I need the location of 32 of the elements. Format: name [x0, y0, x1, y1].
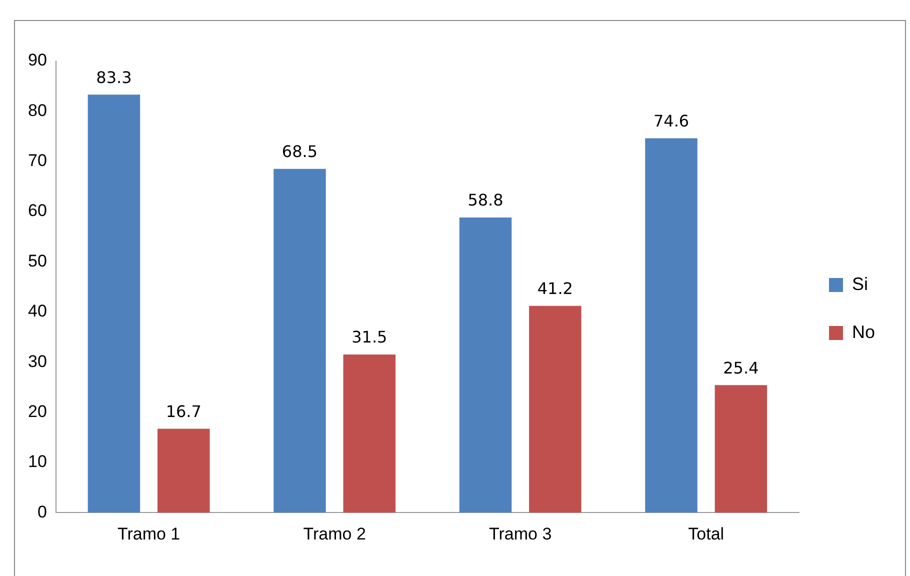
bar — [158, 428, 210, 513]
x-tick-label: Total — [688, 524, 724, 544]
data-label: 83.3 — [96, 68, 132, 87]
y-tick-label: 10 — [28, 452, 47, 472]
y-tick-label: 80 — [28, 100, 47, 120]
data-label: 25.4 — [723, 358, 759, 378]
data-label: 58.8 — [468, 190, 504, 210]
y-tick-label: 20 — [28, 402, 47, 421]
bar — [343, 354, 396, 513]
y-tick-label: 70 — [28, 151, 47, 170]
data-label: 41.2 — [537, 279, 573, 298]
y-tick-label: 40 — [28, 302, 47, 321]
bar — [88, 94, 140, 513]
y-tick-label: 60 — [28, 201, 47, 220]
x-tick-label: Tramo 2 — [303, 524, 366, 544]
y-tick-label: 90 — [28, 50, 47, 70]
bar — [645, 138, 698, 513]
y-tick-label: 0 — [37, 502, 47, 522]
x-tick-label: Tramo 3 — [489, 524, 552, 544]
y-tick-label: 50 — [28, 251, 47, 270]
data-label: 16.7 — [166, 402, 202, 421]
data-label: 68.5 — [282, 142, 318, 162]
y-tick-label: 30 — [28, 352, 47, 371]
bar — [274, 168, 326, 513]
data-label: 31.5 — [352, 328, 388, 347]
bar — [714, 385, 768, 513]
data-label: 74.6 — [653, 111, 690, 130]
legend-label: Si — [852, 274, 868, 294]
legend-label: No — [852, 322, 876, 342]
bar — [459, 218, 512, 513]
bar — [529, 306, 582, 513]
x-tick-label: Tramo 1 — [117, 524, 180, 544]
